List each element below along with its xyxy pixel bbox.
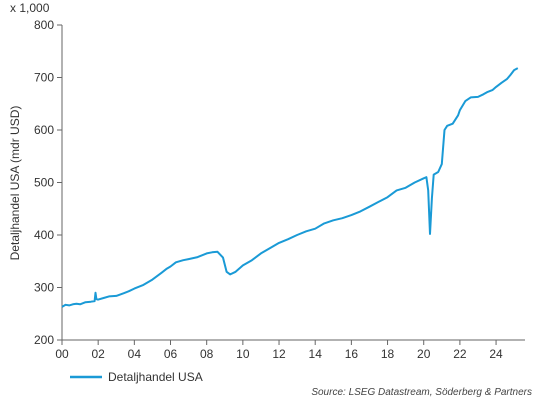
legend: Detaljhandel USA (70, 370, 203, 384)
y-tick-label: 800 (34, 18, 54, 32)
y-multiplier-label: x 1,000 (10, 1, 50, 15)
y-tick-label: 400 (34, 228, 54, 242)
x-tick-label: 08 (200, 347, 214, 361)
x-tick-label: 16 (345, 347, 359, 361)
x-tick-label: 04 (128, 347, 142, 361)
x-tick-label: 20 (417, 347, 431, 361)
series-layer (61, 67, 519, 308)
y-tick-label: 700 (34, 71, 54, 85)
legend-label: Detaljhandel USA (108, 370, 203, 384)
x-tick-label: 00 (55, 347, 69, 361)
x-tick-label: 24 (489, 347, 503, 361)
y-tick-label: 200 (34, 333, 54, 347)
axes: 200 300 400 500 600 700 800 00 02 04 06 08 10 12 14 16 1… (34, 18, 525, 361)
x-tick-label: 22 (453, 347, 467, 361)
y-tick-label: 600 (34, 123, 54, 137)
series-line (61, 67, 519, 308)
x-tick-label: 10 (236, 347, 250, 361)
x-tick-label: 14 (309, 347, 323, 361)
x-tick-label: 18 (381, 347, 395, 361)
x-tick-label: 02 (91, 347, 105, 361)
source-note: Source: LSEG Datastream, Söderberg & Par… (311, 387, 532, 398)
x-tick-label: 12 (272, 347, 286, 361)
y-tick-label: 300 (34, 281, 54, 295)
y-tick-label: 500 (34, 176, 54, 190)
y-axis-title: Detaljhandel USA (mdr USD) (8, 106, 22, 261)
x-tick-label: 06 (164, 347, 178, 361)
